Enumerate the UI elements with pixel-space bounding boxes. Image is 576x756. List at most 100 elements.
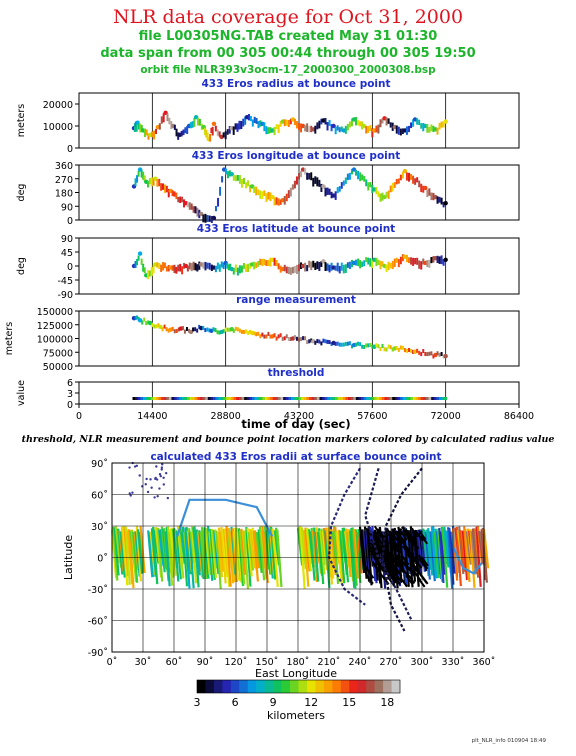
data-mark bbox=[255, 117, 258, 124]
data-mark bbox=[148, 178, 151, 185]
panel-1 bbox=[75, 92, 520, 149]
data-mark bbox=[395, 178, 398, 185]
surface-point bbox=[133, 465, 137, 468]
data-mark bbox=[289, 118, 292, 125]
data-mark bbox=[359, 121, 362, 127]
data-mark bbox=[438, 256, 441, 264]
data-mark bbox=[142, 263, 145, 272]
data-point bbox=[137, 251, 143, 256]
data-mark bbox=[283, 119, 286, 127]
data-mark bbox=[277, 334, 280, 339]
data-mark bbox=[355, 116, 358, 126]
panel-title: 433 Eros longitude at bounce point bbox=[192, 150, 401, 162]
colorbar-swatch bbox=[222, 680, 232, 693]
data-mark bbox=[156, 262, 159, 268]
data-mark bbox=[304, 125, 307, 132]
data-mark bbox=[180, 130, 183, 137]
data-mark bbox=[168, 397, 172, 400]
data-mark bbox=[330, 341, 333, 346]
data-mark bbox=[318, 339, 321, 344]
data-mark bbox=[275, 397, 279, 400]
surface-point bbox=[204, 529, 211, 575]
data-mark bbox=[198, 261, 201, 270]
data-mark bbox=[137, 397, 141, 400]
data-mark bbox=[336, 262, 339, 272]
data-mark bbox=[202, 397, 206, 400]
data-mark bbox=[422, 185, 425, 193]
data-mark bbox=[355, 169, 358, 176]
data-mark bbox=[381, 397, 385, 400]
data-mark bbox=[334, 126, 337, 135]
surface-point bbox=[459, 530, 466, 572]
surface-point bbox=[482, 529, 490, 569]
data-mark bbox=[383, 347, 386, 352]
data-mark bbox=[186, 126, 189, 134]
colorbar-swatch bbox=[349, 680, 359, 693]
y-tick-label: -90 bbox=[57, 290, 73, 301]
data-mark bbox=[204, 261, 207, 271]
colorbar-swatch bbox=[298, 680, 308, 693]
data-mark bbox=[298, 337, 300, 342]
data-mark bbox=[361, 261, 364, 267]
data-mark bbox=[156, 179, 159, 187]
data-mark bbox=[194, 262, 197, 271]
data-mark bbox=[140, 125, 143, 131]
data-mark bbox=[314, 125, 317, 134]
data-mark bbox=[412, 119, 415, 127]
surface-point bbox=[464, 528, 471, 582]
data-mark bbox=[181, 397, 185, 400]
data-mark bbox=[205, 397, 209, 400]
data-mark bbox=[192, 327, 195, 332]
data-mark bbox=[320, 118, 323, 125]
data-mark bbox=[277, 263, 280, 270]
data-mark bbox=[265, 126, 268, 135]
data-mark bbox=[296, 397, 300, 400]
surface-point bbox=[150, 486, 153, 489]
data-mark bbox=[143, 317, 146, 322]
data-mark bbox=[162, 183, 165, 190]
data-mark bbox=[283, 195, 286, 205]
data-mark bbox=[318, 262, 321, 271]
data-mark bbox=[338, 265, 341, 274]
data-mark bbox=[197, 397, 201, 400]
surface-point bbox=[119, 531, 126, 578]
data-mark bbox=[279, 121, 282, 127]
data-mark bbox=[171, 397, 175, 400]
data-mark bbox=[418, 397, 422, 400]
data-mark bbox=[394, 397, 398, 400]
data-mark bbox=[275, 124, 278, 130]
data-mark bbox=[405, 254, 408, 263]
data-mark bbox=[214, 205, 217, 212]
colorbar-swatch bbox=[323, 680, 333, 693]
surface-point bbox=[113, 526, 120, 576]
data-mark bbox=[222, 262, 225, 270]
data-mark bbox=[314, 262, 317, 270]
data-mark bbox=[428, 126, 431, 133]
data-mark bbox=[257, 397, 261, 400]
surface-point bbox=[147, 530, 154, 578]
data-mark bbox=[183, 329, 186, 334]
data-mark bbox=[191, 121, 194, 128]
x-tick-label: 72000 bbox=[431, 411, 461, 422]
data-mark bbox=[291, 266, 294, 274]
data-mark bbox=[428, 188, 431, 196]
colorbar-swatch bbox=[256, 680, 266, 693]
data-mark bbox=[225, 168, 228, 175]
surface-point bbox=[405, 574, 413, 585]
data-mark bbox=[134, 261, 137, 268]
data-mark bbox=[306, 397, 310, 400]
data-mark bbox=[202, 325, 205, 330]
x-tick-label: 270˚ bbox=[380, 657, 403, 668]
data-mark bbox=[371, 397, 375, 400]
surface-point bbox=[387, 533, 396, 543]
data-mark bbox=[293, 266, 296, 273]
data-point bbox=[443, 200, 448, 206]
data-mark bbox=[283, 336, 286, 341]
data-mark bbox=[418, 350, 421, 355]
data-mark bbox=[267, 191, 270, 200]
data-mark bbox=[267, 259, 270, 267]
data-mark bbox=[218, 264, 221, 272]
surface-point bbox=[138, 474, 141, 477]
data-mark bbox=[348, 172, 351, 180]
data-mark bbox=[377, 259, 380, 266]
